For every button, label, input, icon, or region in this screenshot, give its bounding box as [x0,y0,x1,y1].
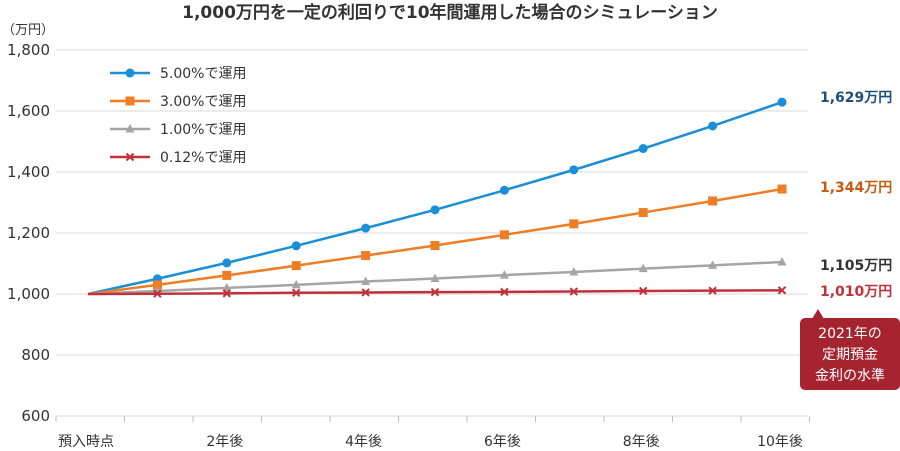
y-tick-label: 1,600 [7,102,50,120]
data-point [777,184,787,194]
data-point [430,273,440,282]
end-value-label: 1,105万円 [820,258,892,274]
legend-entry: 3.00%で運用 [110,94,246,110]
data-point [638,144,648,154]
data-point [708,260,718,269]
series-1 [87,184,787,296]
callout-text-line: 金利の水準 [815,368,885,384]
legend-entry: 0.12%で運用 [110,150,246,166]
y-tick-label: 1,200 [7,224,50,242]
callout-text-line: 定期預金 [822,347,878,363]
data-point [430,287,440,297]
y-tick-label: 1,000 [7,285,50,303]
data-point [153,289,162,298]
y-tick-label: 1,400 [7,163,50,181]
data-point [361,223,371,233]
legend-label: 5.00%で運用 [160,66,246,82]
data-point [500,287,509,297]
legend-entry: 5.00%で運用 [110,66,246,82]
x-tick-label: 10年後 [757,434,803,450]
legend-marker [125,68,135,78]
data-point [708,121,718,131]
data-point [638,263,648,273]
callout-text-line: 2021年の [818,326,882,342]
series-2 [87,256,787,296]
data-point [222,289,232,298]
callout-pointer [812,309,824,319]
legend-marker [125,96,135,106]
data-point [361,251,371,261]
callout-box [800,318,900,390]
data-point [291,279,301,289]
end-value-label: 1,344万円 [820,180,892,196]
data-point [638,208,648,218]
y-tick-label: 800 [21,346,50,364]
y-tick-label: 1,800 [7,41,50,59]
end-value-label: 1,629万円 [820,90,892,106]
x-tick-label: 4年後 [345,434,382,450]
legend-label: 3.00%で運用 [160,94,246,110]
series-3 [87,286,787,298]
series-lines [87,97,787,298]
data-point [222,270,232,280]
data-point [777,286,787,295]
data-point [569,287,579,296]
y-axis-unit-label: （万円） [2,23,54,38]
legend-marker [125,152,135,162]
legend-entry: 1.00%で運用 [110,122,246,138]
data-point [569,267,579,276]
data-point [638,286,648,296]
legend: 5.00%で運用 3.00%で運用 1.00%で運用 0.12%で運用 [110,66,246,166]
x-axis: 預入時点 2年後 4年後 6年後 8年後 10年後 [55,416,810,450]
data-point [222,282,232,292]
data-point [152,280,162,290]
data-point [777,256,787,266]
data-point [708,196,718,206]
data-point [291,261,301,271]
chart-title: 1,000万円を一定の利回りで10年間運用した場合のシミュレーション [182,2,718,23]
data-point [361,276,371,285]
data-point [499,230,509,240]
data-point [222,258,232,268]
x-tick-label: 2年後 [206,434,243,450]
x-tick-label: 8年後 [623,434,660,450]
data-point [430,241,440,251]
data-point [430,205,440,215]
data-point [708,286,717,295]
legend-marker [125,124,135,133]
data-point [569,219,579,229]
end-value-labels: 1,629万円 1,344万円 1,105万円 1,010万円 [820,90,892,300]
legend-label: 0.12%で運用 [160,150,246,166]
data-point [291,288,301,297]
series-0 [87,97,787,296]
x-tick-label: 6年後 [484,434,521,450]
end-value-label: 1,010万円 [820,284,892,300]
data-point [777,97,787,107]
data-point [361,288,370,297]
data-point [291,241,301,251]
data-point [569,165,579,175]
data-point [499,185,509,195]
y-tick-label: 600 [21,407,50,425]
y-axis-ticks: 600 800 1,000 1,200 1,400 1,600 1,800 [7,41,50,425]
x-tick-label: 預入時点 [58,434,114,450]
legend-label: 1.00%で運用 [160,122,246,138]
data-point [499,270,509,279]
